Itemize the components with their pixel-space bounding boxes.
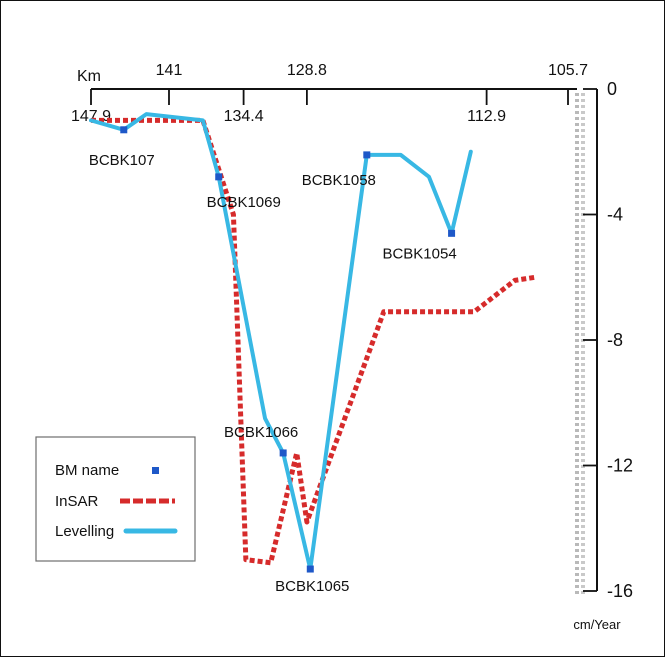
secondary-tick-label-2: 112.9 — [467, 108, 506, 125]
benchmark-marker-3 — [306, 565, 314, 573]
legend-marker-0 — [152, 467, 159, 474]
top-tick-label-1: 128.8 — [287, 62, 327, 79]
right-tick-label-0: 0 — [607, 79, 617, 99]
benchmark-label-1: BCBK1069 — [207, 194, 281, 211]
legend-label-1: InSAR — [55, 493, 99, 510]
markers-group — [120, 126, 456, 573]
right-axis-unit-label: cm/Year — [573, 617, 621, 632]
series-line-insar — [91, 117, 536, 566]
right-tick-label-2: -8 — [607, 330, 623, 350]
top-axis-unit-label: Km — [77, 68, 101, 85]
legend-label-0: BM name — [55, 462, 119, 479]
legend-label-2: Levelling — [55, 523, 114, 540]
right-tick-label-3: -12 — [607, 456, 633, 476]
benchmark-label-5: BCBK1054 — [382, 245, 456, 262]
right-axis: 0 -4 -8 -12 -16 cm/Year — [573, 79, 633, 632]
benchmark-label-0: BCBK107 — [89, 152, 155, 169]
benchmark-marker-2 — [279, 449, 287, 457]
right-tick-label-1: -4 — [607, 205, 623, 225]
legend: BM name InSAR Levelling — [35, 436, 196, 562]
benchmark-marker-4 — [363, 151, 371, 159]
secondary-tick-label-1: 134.4 — [224, 108, 264, 125]
right-tick-label-4: -16 — [607, 581, 633, 601]
benchmark-label-3: BCBK1065 — [275, 578, 349, 595]
benchmark-marker-1 — [215, 173, 223, 181]
benchmark-marker-5 — [448, 229, 456, 237]
benchmark-marker-0 — [120, 126, 128, 134]
top-tick-label-2: 105.7 — [548, 62, 588, 79]
benchmark-label-2: BCBK1066 — [224, 424, 298, 441]
labels-group: BCBK107 BCBK1069 BCBK1066 BCBK1065 BCBK1058 B… — [89, 152, 457, 595]
top-tick-label-0: 141 — [156, 62, 183, 79]
benchmark-label-4: BCBK1058 — [302, 172, 376, 189]
